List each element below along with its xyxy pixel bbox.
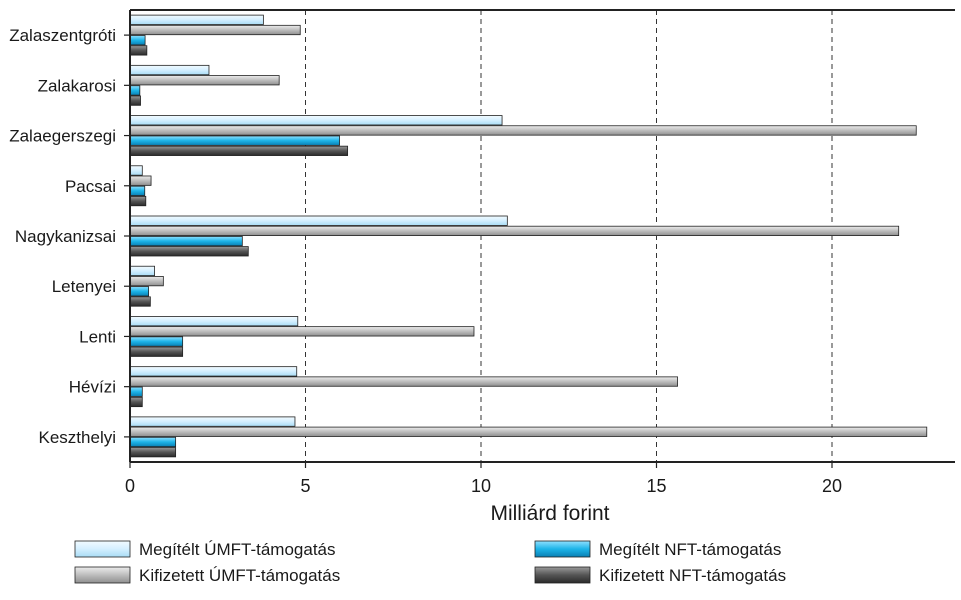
bar-2-8 xyxy=(129,376,678,387)
bar-2-2 xyxy=(129,75,280,86)
bar-2-5 xyxy=(129,225,900,236)
bar-4-7 xyxy=(129,346,184,357)
legend-label-2: Kifizetett ÚMFT-támogatás xyxy=(139,566,340,585)
bar-3-1 xyxy=(129,35,146,46)
legend-label-4: Kifizetett NFT-támogatás xyxy=(599,566,786,585)
x-tick-label: 0 xyxy=(125,476,135,496)
bar-1-6 xyxy=(129,265,155,277)
legend-label-3: Megítélt NFT-támogatás xyxy=(599,540,781,559)
bar-4-6 xyxy=(129,296,151,307)
legend-swatch-2 xyxy=(74,566,131,584)
bar-4-3 xyxy=(129,145,349,156)
bar-3-8 xyxy=(129,386,143,397)
bar-1-4 xyxy=(129,165,143,176)
bar-2-9 xyxy=(129,426,928,437)
bars xyxy=(129,14,928,458)
bar-2-6 xyxy=(129,276,164,287)
x-tick-label: 20 xyxy=(822,476,842,496)
category-labels: Zalaszentgróti Zalakarosi Zalaegerszegi Pac… xyxy=(9,26,116,447)
bar-1-8 xyxy=(129,366,298,377)
category-label: Keszthelyi xyxy=(39,428,116,447)
bar-3-7 xyxy=(129,336,184,347)
bar-3-5 xyxy=(129,235,243,247)
bar-1-9 xyxy=(129,416,296,427)
category-label: Nagykanizsai xyxy=(15,227,116,246)
legend-swatch-1 xyxy=(74,540,131,558)
bar-1-3 xyxy=(129,115,503,126)
bar-3-2 xyxy=(129,85,141,96)
legend-swatch-3 xyxy=(534,540,591,558)
legend-label-1: Megítélt ÚMFT-támogatás xyxy=(139,540,336,559)
bar-2-4 xyxy=(129,175,152,186)
bar-1-7 xyxy=(129,316,299,327)
category-label: Zalaszentgróti xyxy=(9,26,116,45)
category-label: Pacsai xyxy=(65,177,116,196)
bar-2-7 xyxy=(129,326,475,337)
x-tick-labels: 0 5 10 15 20 xyxy=(125,476,842,496)
x-axis-title: Milliárd forint xyxy=(490,502,609,525)
legend: Megítélt ÚMFT-támogatás Kifizetett ÚMFT-t… xyxy=(74,540,786,585)
bar-3-6 xyxy=(129,286,150,297)
axes xyxy=(124,9,955,468)
bar-3-4 xyxy=(129,185,146,196)
x-tick-label: 5 xyxy=(300,476,310,496)
category-label: Hévízi xyxy=(69,378,116,397)
bar-4-1 xyxy=(129,45,148,56)
category-label: Lenti xyxy=(79,327,116,346)
bar-3-9 xyxy=(129,436,177,448)
category-label: Zalakarosi xyxy=(38,76,116,95)
legend-swatch-4 xyxy=(534,566,591,584)
bar-4-8 xyxy=(129,396,143,408)
bar-1-1 xyxy=(129,14,264,25)
x-tick-label: 10 xyxy=(471,476,491,496)
bar-4-2 xyxy=(129,95,141,106)
bar-2-3 xyxy=(129,125,917,136)
bar-3-3 xyxy=(129,135,340,146)
bar-4-9 xyxy=(129,447,177,458)
bar-1-5 xyxy=(129,215,508,226)
bar-4-5 xyxy=(129,246,249,257)
x-tick-label: 15 xyxy=(646,476,666,496)
category-label: Letenyei xyxy=(52,277,116,296)
category-label: Zalaegerszegi xyxy=(9,127,116,146)
grid-lines xyxy=(305,10,833,462)
bar-1-2 xyxy=(129,64,210,76)
bar-2-1 xyxy=(129,24,301,36)
bar-4-4 xyxy=(129,195,147,207)
